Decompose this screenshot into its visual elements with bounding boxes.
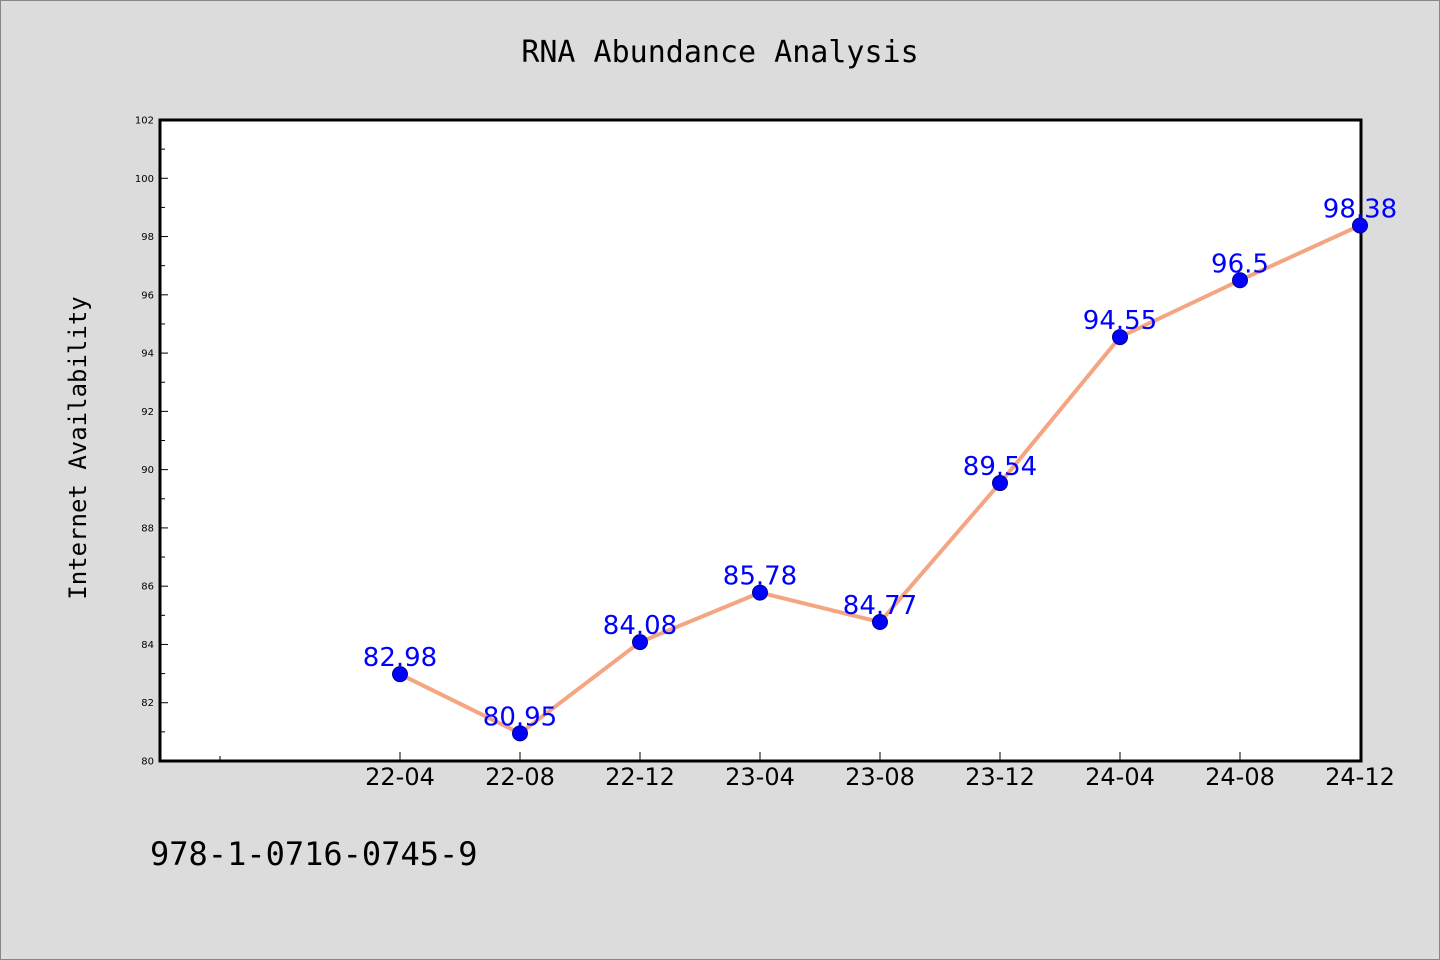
y-tick-label: 84 <box>141 640 154 651</box>
x-tick-label: 23-08 <box>845 763 915 791</box>
data-label: 85.78 <box>723 562 797 592</box>
x-tick-label: 24-12 <box>1325 763 1395 791</box>
x-tick-label: 22-12 <box>605 763 675 791</box>
y-tick-label: 96 <box>141 290 154 301</box>
data-label: 82.98 <box>363 643 437 673</box>
x-tick-label: 23-04 <box>725 763 795 791</box>
plot-area <box>160 120 1361 761</box>
data-label: 94.55 <box>1083 306 1157 336</box>
y-axis-label: Internet Availability <box>64 296 92 599</box>
x-tick-label: 24-04 <box>1085 763 1155 791</box>
chart-title: RNA Abundance Analysis <box>521 35 918 70</box>
data-label: 84.77 <box>843 591 917 621</box>
y-tick-label: 94 <box>141 349 154 360</box>
isbn-label: 978-1-0716-0745-9 <box>150 835 478 873</box>
data-label: 89.54 <box>963 452 1037 482</box>
x-tick-label: 24-08 <box>1205 763 1275 791</box>
x-tick-label: 22-08 <box>485 763 555 791</box>
x-tick-label: 23-12 <box>965 763 1035 791</box>
y-tick-label: 102 <box>135 116 154 127</box>
y-tick-label: 88 <box>141 523 154 534</box>
data-label: 84.08 <box>603 611 677 641</box>
data-label: 96.5 <box>1211 249 1269 279</box>
y-tick-label: 92 <box>141 407 154 418</box>
x-tick-label: 22-04 <box>365 763 435 791</box>
y-tick-label: 80 <box>141 757 154 768</box>
y-tick-label: 98 <box>141 232 154 243</box>
y-tick-label: 100 <box>135 174 154 185</box>
data-label: 98.38 <box>1323 194 1397 224</box>
y-tick-label: 82 <box>141 698 154 709</box>
y-tick-label: 86 <box>141 582 154 593</box>
data-label: 80.95 <box>483 702 557 732</box>
y-tick-label: 90 <box>141 465 154 476</box>
